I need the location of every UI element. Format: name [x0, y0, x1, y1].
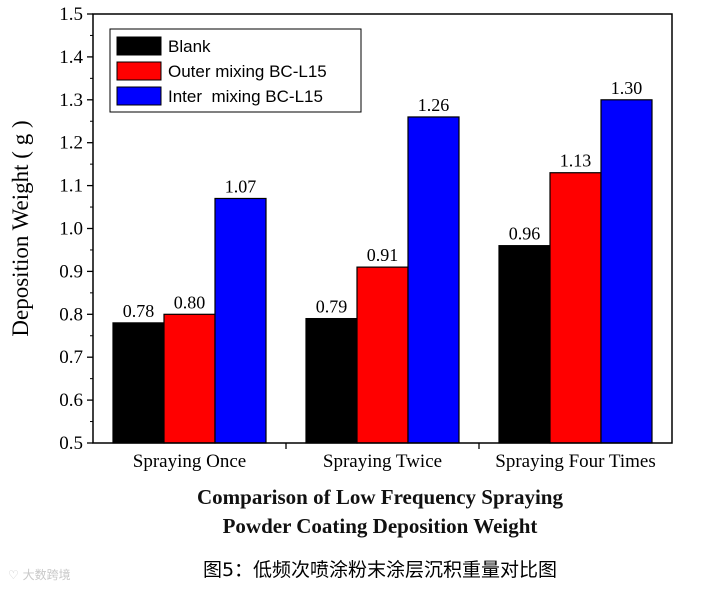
x-tick-label: Spraying Twice [323, 451, 442, 472]
bar-value-label: 0.91 [367, 245, 399, 265]
y-axis-label: Deposition Weight ( g ) [8, 120, 33, 336]
legend-swatch [116, 86, 162, 106]
x-tick-label: Spraying Once [133, 451, 246, 472]
y-tick-label: 1.4 [59, 47, 83, 68]
y-tick-label: 1.0 [59, 219, 83, 240]
x-tick-label: Spraying Four Times [495, 451, 655, 472]
bar-value-label: 1.13 [560, 151, 592, 171]
legend-label: Inter mixing BC-L15 [168, 87, 323, 106]
bar [214, 197, 267, 444]
y-tick-label: 0.5 [59, 433, 83, 454]
bar [600, 99, 653, 444]
bar-value-label: 1.26 [418, 95, 450, 115]
watermark-text: 大数跨境 [22, 568, 71, 582]
y-tick-label: 1.2 [59, 133, 83, 154]
bar [112, 322, 165, 444]
y-tick-label: 0.6 [59, 390, 83, 411]
legend-swatch [116, 61, 162, 81]
bar-value-label: 0.78 [123, 301, 155, 321]
legend-label: Blank [168, 37, 211, 56]
y-tick-label: 1.1 [59, 176, 83, 197]
y-tick-label: 1.5 [59, 4, 83, 25]
bar-value-label: 1.30 [611, 78, 643, 98]
bar [305, 317, 358, 444]
bar-value-label: 1.07 [225, 176, 257, 196]
bar-value-label: 0.79 [316, 297, 348, 317]
chart-title-line-2: Powder Coating Deposition Weight [222, 514, 538, 538]
bar [498, 245, 551, 444]
watermark: ♡ 大数跨境 [8, 568, 71, 582]
bar [163, 313, 216, 444]
y-tick-label: 0.9 [59, 261, 83, 282]
chart-title-line-1: Comparison of Low Frequency Spraying [197, 485, 563, 509]
y-tick-label: 0.7 [59, 347, 83, 368]
bar-value-label: 0.80 [174, 292, 206, 312]
legend-label: Outer mixing BC-L15 [168, 62, 327, 81]
legend-swatch [116, 36, 162, 56]
figure-caption: 图5：低频次喷涂粉末涂层沉积重量对比图 [202, 559, 558, 581]
y-tick-label: 1.3 [59, 90, 83, 111]
bar [356, 266, 409, 444]
bar-value-label: 0.96 [509, 224, 541, 244]
bar [549, 172, 602, 444]
bar [407, 116, 460, 444]
bar-chart: 0.78 0.80 1.07 Spraying Once 0.79 0.91 1.26 Spr… [8, 4, 673, 472]
y-tick-label: 0.8 [59, 304, 83, 325]
